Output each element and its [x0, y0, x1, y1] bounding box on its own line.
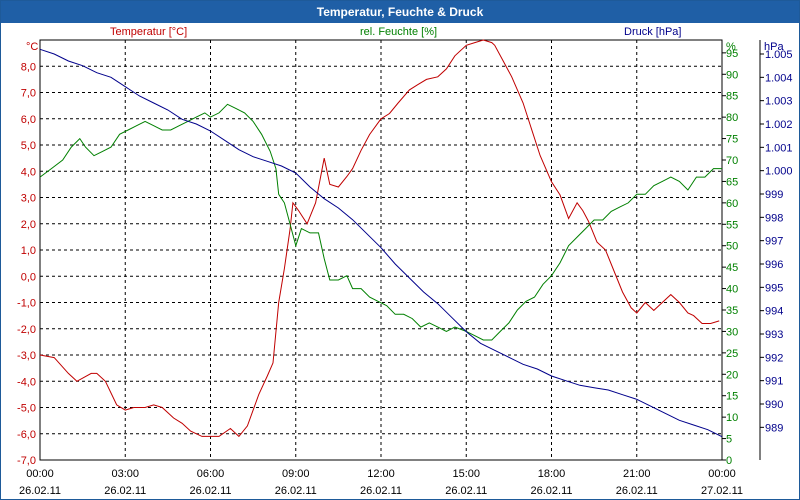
window-title: Temperatur, Feuchte & Druck [1, 1, 799, 23]
x-tick-time: 00:00 [26, 468, 54, 480]
humidity-tick-label: 50 [726, 241, 738, 253]
temperature-tick-label: -6,0 [17, 429, 36, 441]
x-tick-time: 03:00 [111, 468, 139, 480]
humidity-tick-label: 40 [726, 284, 738, 296]
pressure-tick-label: 992 [765, 352, 783, 364]
temperature-tick-label: -1,0 [17, 298, 36, 310]
x-tick-time: 15:00 [452, 468, 480, 480]
humidity-tick-label: 45 [726, 262, 738, 274]
x-tick-time: 09:00 [282, 468, 310, 480]
humidity-series-line [39, 103, 722, 341]
pressure-tick-label: 995 [765, 282, 783, 294]
temperature-tick-label: -4,0 [17, 376, 36, 388]
x-tick-date: 26.02.11 [530, 485, 572, 497]
humidity-axis-unit: % [726, 41, 736, 53]
x-tick-date: 26.02.11 [189, 485, 231, 497]
x-tick-time: 12:00 [367, 468, 395, 480]
temperature-series-line [39, 39, 720, 438]
temperature-tick-label: 4,0 [21, 166, 36, 178]
humidity-tick-label: 55 [726, 219, 738, 231]
pressure-tick-label: 1.002 [765, 119, 793, 131]
pressure-tick-label: 989 [765, 422, 783, 434]
pressure-tick-label: 1.005 [765, 49, 793, 61]
temperature-tick-label: -3,0 [17, 350, 36, 362]
humidity-tick-label: 65 [726, 176, 738, 188]
pressure-tick-label: 993 [765, 329, 783, 341]
pressure-tick-label: 994 [765, 306, 783, 318]
pressure-tick-label: 1.001 [765, 142, 793, 154]
pressure-series-line [39, 48, 723, 438]
x-tick-time: 00:00 [708, 468, 736, 480]
temperature-series-title: Temperatur [°C] [110, 26, 187, 38]
temperature-axis-unit: °C [26, 41, 38, 53]
x-tick-date: 27.02.11 [701, 485, 743, 497]
temperature-tick-label: 8,0 [21, 61, 36, 73]
humidity-tick-label: 5 [726, 434, 732, 446]
x-tick-date: 26.02.11 [275, 485, 317, 497]
pressure-tick-label: 991 [765, 376, 783, 388]
humidity-tick-label: 15 [726, 391, 738, 403]
x-tick-date: 26.02.11 [445, 485, 487, 497]
pressure-tick-label: 997 [765, 236, 783, 248]
temperature-tick-label: -7,0 [17, 455, 36, 467]
humidity-series-title: rel. Feuchte [%] [360, 26, 437, 38]
temperature-tick-label: -2,0 [17, 324, 36, 336]
x-tick-date: 26.02.11 [616, 485, 658, 497]
x-tick-date: 26.02.11 [360, 485, 402, 497]
x-tick-date: 26.02.11 [19, 485, 61, 497]
temperature-tick-label: 0,0 [21, 271, 36, 283]
pressure-tick-label: 1.003 [765, 96, 793, 108]
temperature-tick-label: 7,0 [21, 88, 36, 100]
humidity-tick-label: 25 [726, 348, 738, 360]
humidity-tick-label: 95 [726, 48, 738, 60]
humidity-tick-label: 10 [726, 412, 738, 424]
temperature-tick-label: 5,0 [21, 140, 36, 152]
series-layer [39, 39, 723, 438]
pressure-tick-label: 999 [765, 189, 783, 201]
humidity-tick-label: 90 [726, 69, 738, 81]
humidity-tick-label: 60 [726, 198, 738, 210]
humidity-tick-label: 75 [726, 134, 738, 146]
humidity-tick-label: 35 [726, 305, 738, 317]
temperature-tick-label: 3,0 [21, 193, 36, 205]
x-tick-date: 26.02.11 [104, 485, 146, 497]
x-tick-time: 06:00 [197, 468, 225, 480]
temperature-tick-label: 2,0 [21, 219, 36, 231]
humidity-tick-label: 0 [726, 455, 732, 467]
humidity-tick-label: 20 [726, 369, 738, 381]
pressure-tick-label: 1.000 [765, 166, 793, 178]
x-tick-time: 18:00 [538, 468, 566, 480]
humidity-tick-label: 80 [726, 112, 738, 124]
pressure-tick-label: 996 [765, 259, 783, 271]
pressure-series-title: Druck [hPa] [624, 26, 681, 38]
temperature-tick-label: 6,0 [21, 114, 36, 126]
pressure-axis-unit: hPa [764, 41, 784, 53]
pressure-tick-label: 1.004 [765, 72, 793, 84]
x-tick-time: 21:00 [623, 468, 651, 480]
temperature-tick-label: 1,0 [21, 245, 36, 257]
pressure-tick-label: 990 [765, 399, 783, 411]
humidity-tick-label: 85 [726, 91, 738, 103]
temperature-tick-label: -5,0 [17, 403, 36, 415]
humidity-tick-label: 30 [726, 326, 738, 338]
humidity-tick-label: 70 [726, 155, 738, 167]
chart-grid [39, 39, 723, 461]
axes-layer: 00:00 26.02.11 03:00 26.02.11 06:00 26.02.11 0… [17, 26, 793, 497]
pressure-tick-label: 998 [765, 212, 783, 224]
